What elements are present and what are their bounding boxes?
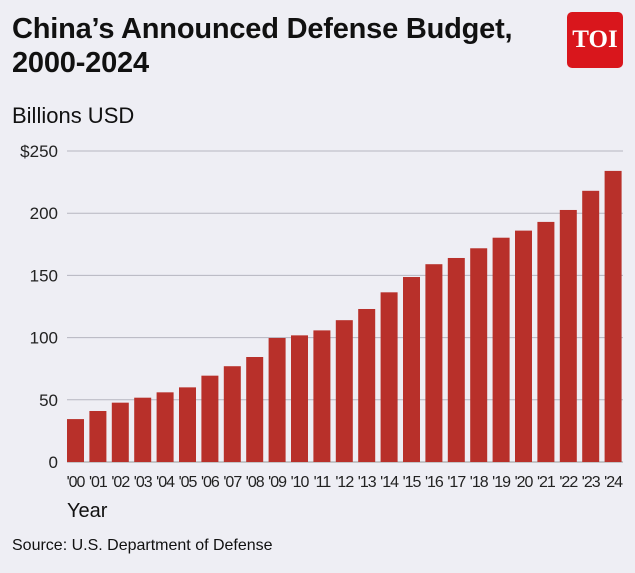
x-tick-label: '07	[223, 474, 242, 491]
x-tick-label: '08	[246, 474, 265, 491]
x-tick-label: '17	[447, 474, 466, 491]
chart-title: China’s Announced Defense Budget, 2000-2…	[12, 13, 513, 79]
x-tick-label: '20	[515, 474, 534, 491]
bar-05	[179, 387, 196, 462]
bar-06	[201, 375, 219, 462]
x-tick-label: '09	[268, 474, 287, 491]
y-tick-label: 200	[30, 204, 58, 223]
x-tick-label: '21	[537, 474, 556, 491]
y-tick-label: $250	[20, 142, 58, 161]
bar-02	[111, 402, 129, 462]
x-tick-label: '01	[89, 474, 108, 491]
bar-19	[492, 237, 510, 462]
bar-07	[223, 366, 241, 462]
bar-10	[291, 335, 308, 462]
bar-04	[156, 392, 174, 462]
bar-00	[67, 419, 84, 462]
bar-22	[559, 209, 577, 462]
x-axis-label: Year	[67, 500, 108, 522]
x-tick-label: '18	[470, 474, 489, 491]
x-tick-label: '12	[335, 474, 354, 491]
bar-13	[358, 308, 376, 462]
y-axis-label: Billions USD	[12, 103, 135, 128]
x-tick-label: '03	[134, 474, 153, 491]
y-tick-label: 0	[49, 453, 58, 472]
bar-24	[604, 170, 622, 463]
toi-logo: TOI	[567, 12, 623, 68]
bar-21	[537, 221, 555, 462]
x-tick-label: '02	[111, 474, 130, 491]
x-tick-label: '15	[403, 474, 422, 491]
bar-18	[470, 248, 488, 462]
bar-17	[447, 257, 465, 462]
x-tick-label: '06	[201, 474, 220, 491]
bar-14	[380, 292, 398, 462]
bar-03	[134, 397, 152, 462]
x-tick-label: '11	[314, 474, 332, 491]
y-tick-label: 50	[39, 391, 58, 410]
source-note: Source: U.S. Department of Defense	[12, 537, 273, 554]
y-tick-label: 150	[30, 266, 58, 285]
x-tick-label: '22	[559, 474, 578, 491]
x-tick-label: '00	[67, 474, 86, 491]
x-tick-label: '14	[380, 474, 399, 491]
bar-01	[89, 410, 107, 462]
x-tick-label: '16	[425, 474, 444, 491]
x-tick-label: '24	[604, 474, 623, 491]
x-tick-label: '19	[492, 474, 511, 491]
x-tick-label: '10	[291, 474, 310, 491]
bar-20	[515, 230, 532, 462]
x-tick-label: '05	[179, 474, 198, 491]
x-tick-label: '23	[582, 474, 601, 491]
bar-16	[425, 264, 443, 462]
x-tick-label: '04	[156, 474, 175, 491]
y-tick-label: 100	[30, 329, 58, 348]
bar-11	[313, 330, 331, 462]
bar-23	[582, 190, 600, 463]
bar-08	[246, 357, 264, 462]
bar-09	[268, 337, 286, 462]
x-tick-label: '13	[358, 474, 377, 491]
bar-12	[335, 320, 353, 462]
bar-15	[403, 277, 420, 462]
